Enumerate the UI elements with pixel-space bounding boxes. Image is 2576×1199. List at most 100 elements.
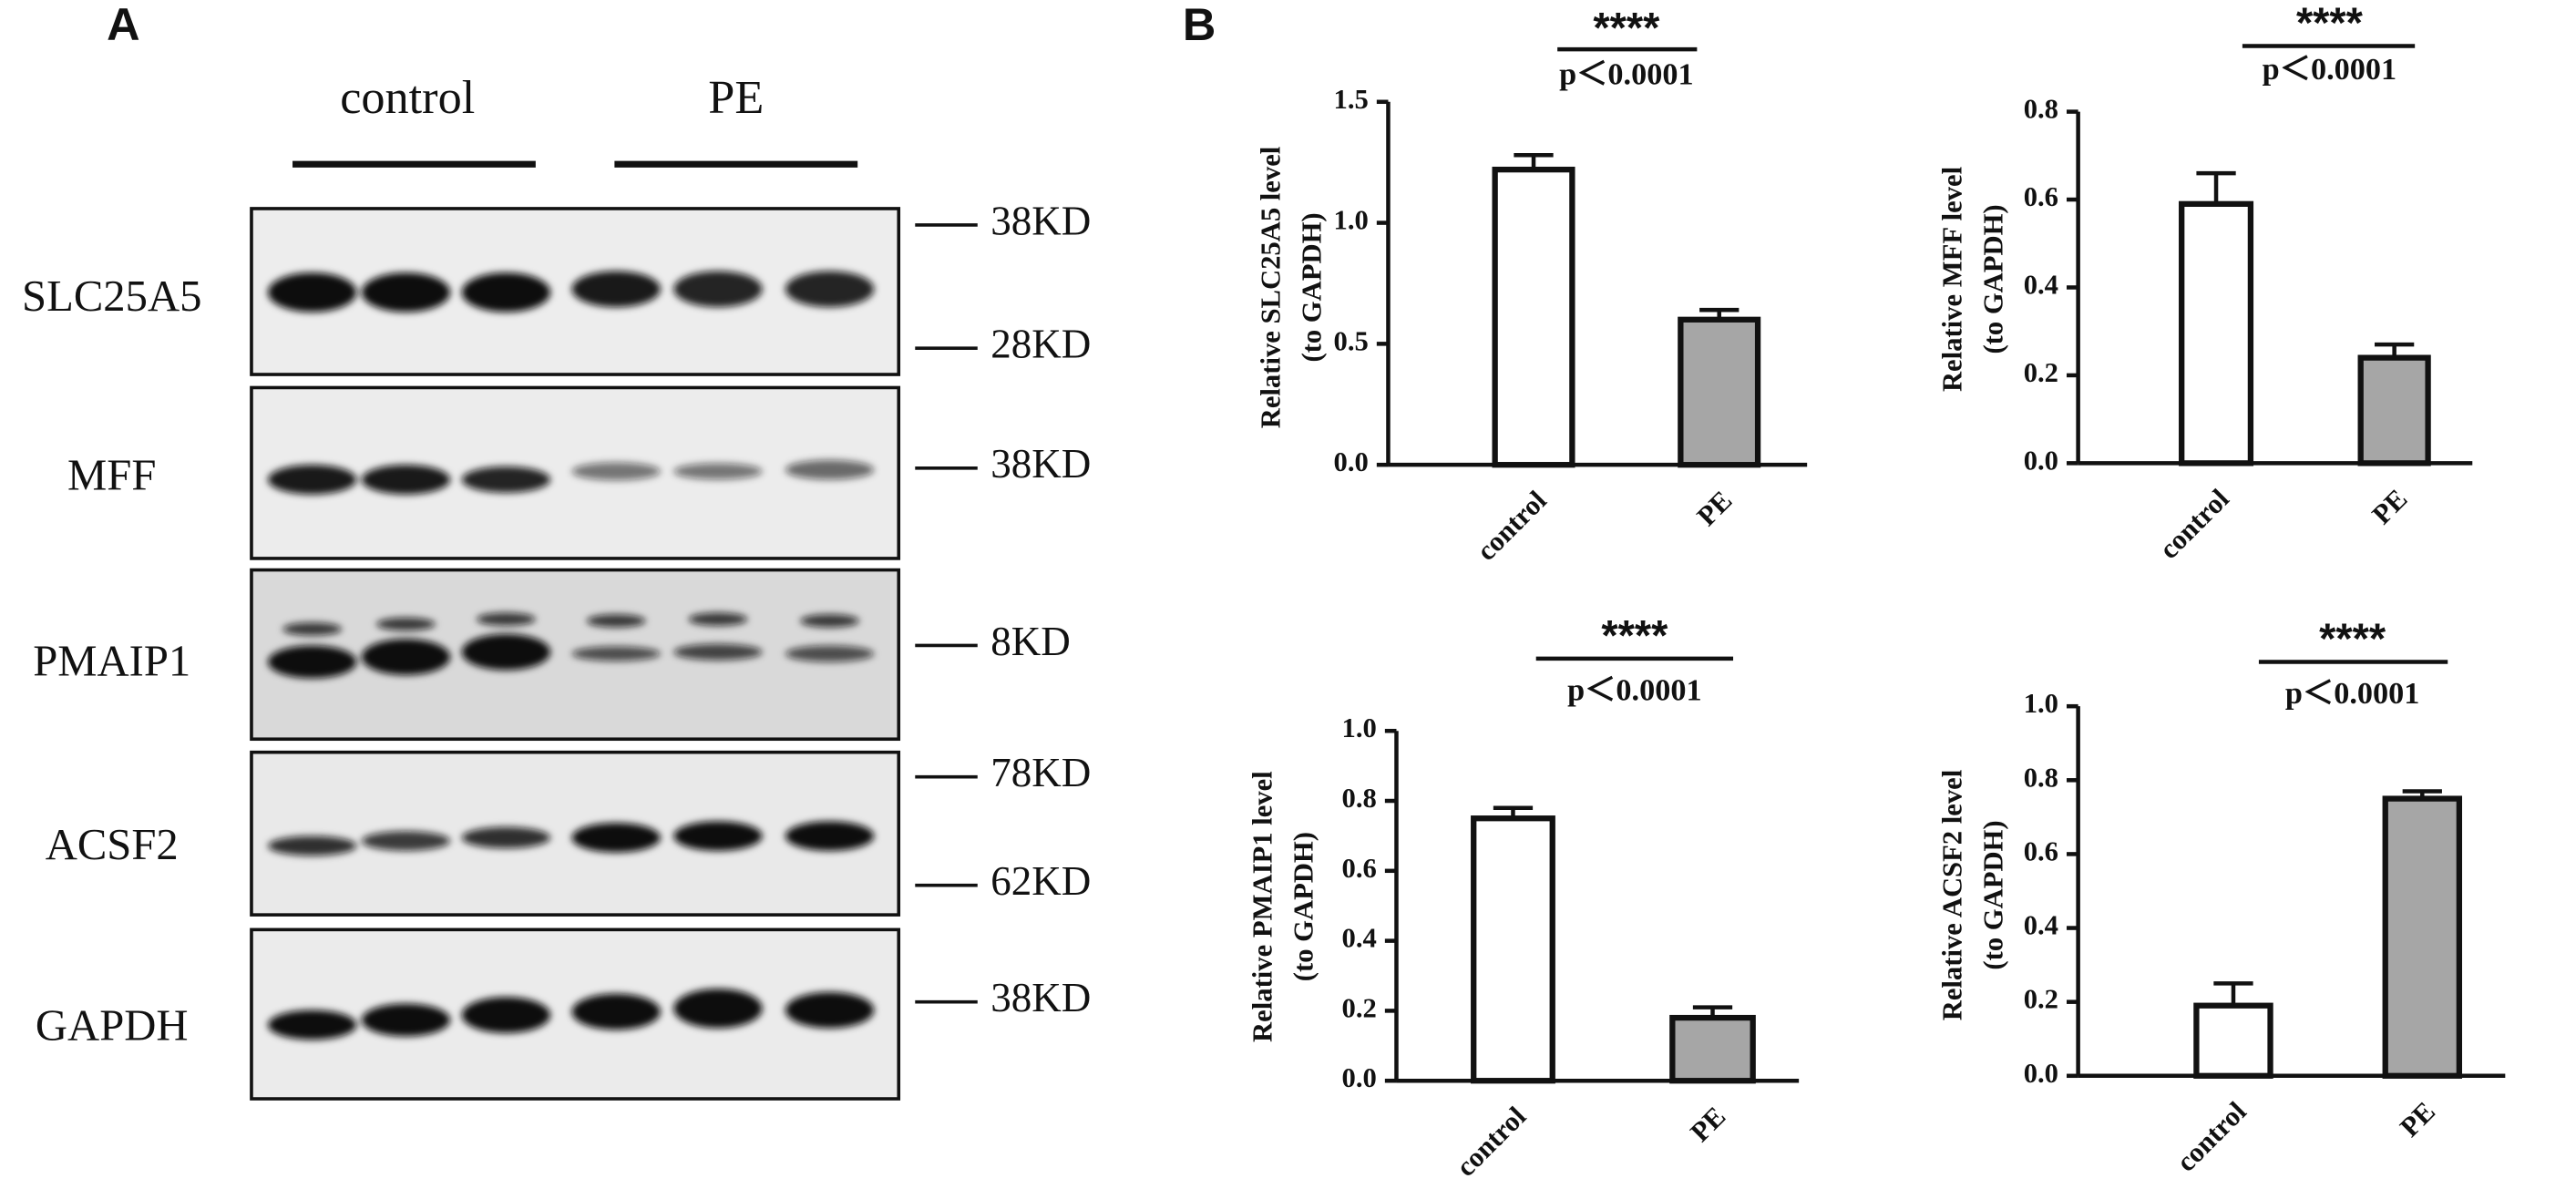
blot-row-label: SLC25A5 [22,272,201,321]
y-tick-label: 1.0 [2024,688,2058,719]
y-tick-label: 0.4 [1342,923,1377,954]
band [461,633,551,671]
band [785,645,875,662]
p-value: p＜0.0001 [1559,57,1693,92]
marker-label: 38KD [990,198,1091,243]
y-axis-label: (to GAPDH) [1978,820,2009,969]
band [785,271,875,308]
x-tick-label: control [2171,1096,2253,1178]
y-tick-label: 0.8 [2024,94,2058,125]
band [361,639,451,675]
band [267,465,357,495]
group-label: PE [708,71,764,124]
y-axis-label: (to GAPDH) [1978,204,2009,354]
band [461,466,551,493]
band [571,271,661,308]
blot-row-label: MFF [67,451,156,500]
band [586,614,646,628]
band [673,463,763,480]
x-tick-label: PE [2394,1096,2441,1143]
group-label: control [340,71,475,124]
band [282,622,343,636]
marker-label: 62KD [990,858,1091,904]
y-tick-label: 0.6 [2024,181,2058,212]
band [476,612,536,626]
y-axis-label: Relative PMAIP1 level [1247,771,1278,1042]
significance: **** [2296,0,2364,46]
band [673,821,763,851]
blot-row-label: ACSF2 [46,820,179,869]
marker-label: 28KD [990,322,1091,367]
x-tick-label: PE [1685,1101,1732,1148]
y-tick-label: 0.2 [1342,992,1377,1023]
blot-bands [267,612,875,679]
band [361,831,451,851]
y-tick-label: 0.0 [2024,445,2058,476]
y-tick-label: 0.2 [2024,357,2058,388]
y-tick-label: 1.0 [1334,205,1369,236]
blot-row-label: GAPDH [36,1000,189,1050]
bar [1492,166,1575,468]
x-tick-label: control [1471,485,1553,567]
band [461,826,551,849]
blot-bands [267,989,875,1040]
marker-label: 8KD [990,619,1071,664]
band [267,1009,357,1040]
y-tick-label: 0.8 [2024,762,2058,793]
p-value: p＜0.0001 [1567,673,1702,708]
band [785,459,875,480]
band [571,646,661,661]
band [461,997,551,1033]
p-value: p＜0.0001 [2285,676,2420,711]
y-tick-label: 0.5 [1334,325,1369,356]
band [361,1003,451,1037]
band [571,823,661,853]
bar [2179,200,2254,466]
y-tick-label: 1.5 [1334,84,1369,115]
band [785,991,875,1029]
y-tick-label: 0.0 [1342,1062,1377,1093]
bar [1471,815,1555,1084]
band [785,821,875,851]
x-tick-label: PE [2366,483,2414,530]
bar [1678,316,1761,468]
x-tick-label: PE [1691,485,1739,532]
panel-label: B [1183,0,1216,50]
y-tick-label: 0.4 [2024,270,2058,301]
y-axis-label: Relative ACSF2 level [1936,770,1967,1021]
y-axis-label: (to GAPDH) [1296,212,1327,362]
x-tick-label: control [1450,1101,1532,1183]
bar [2382,795,2463,1079]
blot-bands [267,821,875,856]
band [361,272,451,313]
blot-bands [267,459,875,495]
bar [2357,354,2431,466]
band [361,465,451,495]
band [461,272,551,313]
y-tick-label: 0.6 [1342,853,1377,884]
band [571,462,661,481]
y-tick-label: 0.6 [2024,835,2058,866]
y-tick-label: 0.0 [1334,446,1369,477]
bar [2193,1002,2273,1079]
band [673,989,763,1029]
blot-row-label: PMAIP1 [33,636,190,685]
band [267,272,357,313]
p-value: p＜0.0001 [2263,52,2397,87]
y-tick-label: 0.4 [2024,910,2058,941]
band [673,271,763,308]
blot-bands [267,271,875,313]
y-axis-label: Relative MFF level [1936,167,1967,392]
band [375,617,436,631]
band [673,643,763,661]
band [267,835,357,856]
significance: **** [1593,5,1660,52]
panel-label: A [107,0,139,50]
band [688,612,748,626]
y-tick-label: 0.2 [2024,984,2058,1015]
significance: **** [1601,612,1668,660]
x-tick-label: control [2153,483,2235,565]
band [267,645,357,679]
